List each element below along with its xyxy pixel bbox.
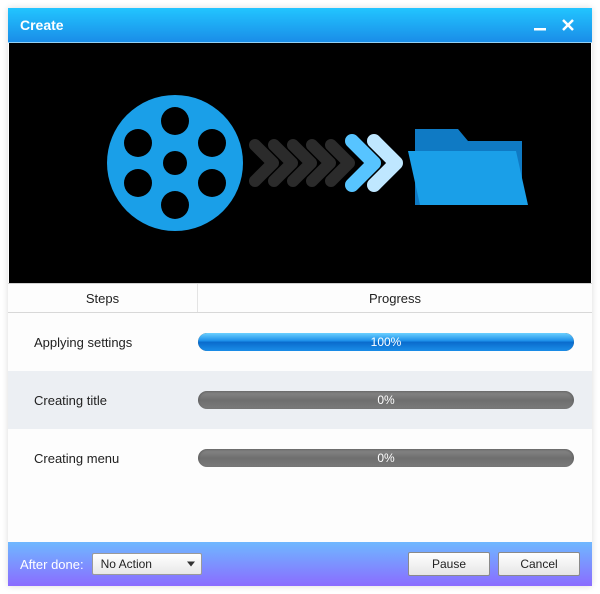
- progress-bar: 0%: [198, 449, 574, 467]
- progress-percent: 0%: [198, 391, 574, 409]
- progress-bar: 100%: [198, 333, 574, 351]
- progress-percent: 0%: [198, 449, 574, 467]
- minimize-button[interactable]: [526, 11, 554, 39]
- after-done-select[interactable]: No Action: [92, 553, 202, 575]
- pause-button[interactable]: Pause: [408, 552, 490, 576]
- folder-icon: [408, 129, 528, 205]
- create-window: Create: [8, 8, 592, 586]
- progress-bar: 0%: [198, 391, 574, 409]
- progress-percent: 100%: [198, 333, 574, 351]
- window-title: Create: [20, 17, 526, 33]
- progress-cell: 0%: [198, 449, 574, 467]
- film-reel-icon: [107, 95, 243, 231]
- step-label: Applying settings: [34, 335, 198, 350]
- arrow-chevrons-icon: [255, 141, 396, 185]
- table-row: Creating menu 0%: [8, 429, 592, 487]
- table-row: Creating title 0%: [8, 371, 592, 429]
- cancel-button[interactable]: Cancel: [498, 552, 580, 576]
- minimize-icon: [533, 18, 547, 32]
- illustration-area: [9, 43, 591, 283]
- step-label: Creating menu: [34, 451, 198, 466]
- chevron-down-icon: [187, 562, 195, 567]
- progress-rows: Applying settings 100% Creating title 0%: [8, 313, 592, 542]
- after-done-label: After done:: [20, 557, 84, 572]
- reel-to-folder-illustration: [70, 63, 530, 263]
- close-button[interactable]: [554, 11, 582, 39]
- footer: After done: No Action Pause Cancel: [8, 542, 592, 586]
- step-label: Creating title: [34, 393, 198, 408]
- col-header-steps: Steps: [8, 284, 198, 312]
- table-row: Applying settings 100%: [8, 313, 592, 371]
- after-done-value: No Action: [101, 557, 152, 571]
- progress-cell: 0%: [198, 391, 574, 409]
- close-icon: [561, 18, 575, 32]
- titlebar: Create: [8, 8, 592, 42]
- table-header: Steps Progress: [8, 283, 592, 313]
- col-header-progress: Progress: [198, 284, 592, 312]
- progress-cell: 100%: [198, 333, 574, 351]
